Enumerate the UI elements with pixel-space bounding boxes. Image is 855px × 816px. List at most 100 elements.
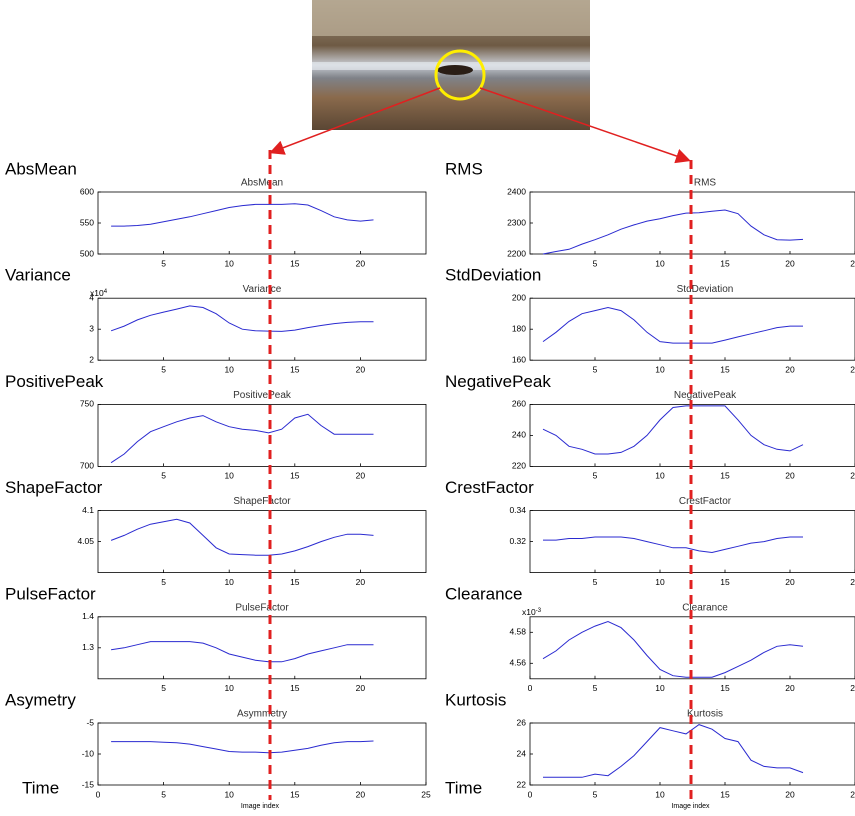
- x-tick-label: 20: [785, 258, 795, 268]
- x-tick-label: 25: [850, 364, 855, 374]
- chart-title: PulseFactor: [235, 602, 289, 613]
- panel-label: PulseFactor: [5, 584, 96, 603]
- y-tick-label: 2400: [507, 186, 526, 196]
- scale-base: x10: [90, 288, 104, 298]
- chart-title: Clearance: [682, 602, 728, 613]
- x-tick-label: 5: [161, 471, 166, 481]
- x-tick-label: 10: [655, 577, 665, 587]
- x-tick-label: 10: [224, 789, 234, 799]
- y-tick-label: 180: [512, 323, 526, 333]
- x-tick-label: 25: [850, 789, 855, 799]
- panel-label: RMS: [445, 159, 483, 178]
- panel-label: Asymetry: [5, 690, 76, 709]
- y-tick-label: 1.3: [82, 642, 94, 652]
- x-tick-label: 5: [161, 577, 166, 587]
- x-tick-label: 25: [850, 577, 855, 587]
- y-tick-label: 220: [512, 461, 526, 471]
- x-tick-label: 15: [290, 471, 300, 481]
- y-tick-label: 2: [89, 354, 94, 364]
- y-tick-label: 4.05: [77, 536, 94, 546]
- x-tick-label: 0: [528, 683, 533, 693]
- series-line: [542, 209, 804, 255]
- plot-frame: [97, 403, 427, 467]
- x-tick-label: 5: [161, 258, 166, 268]
- x-tick-label: 15: [720, 683, 730, 693]
- x-tick-label: 10: [224, 364, 234, 374]
- panel-label: StdDeviation: [445, 266, 541, 285]
- x-tick-label: 25: [850, 258, 855, 268]
- y-tick-label: 260: [512, 399, 526, 409]
- scale-base: x10: [522, 607, 536, 617]
- x-tick-label: 0: [528, 789, 533, 799]
- chart-title: CrestFactor: [679, 496, 732, 507]
- plot-frame: [97, 722, 427, 786]
- panel-label: ShapeFactor: [5, 478, 103, 497]
- y-tick-label: 26: [517, 717, 527, 727]
- x-tick-label: 15: [290, 789, 300, 799]
- x-tick-label: 20: [785, 364, 795, 374]
- series-line: [111, 641, 374, 663]
- x-tick-label: 10: [224, 258, 234, 268]
- x-tick-label: 20: [356, 577, 366, 587]
- y-tick-label: 2300: [507, 217, 526, 227]
- scale-power: -3: [536, 607, 542, 613]
- series-line: [542, 620, 804, 678]
- scale-power: 4: [104, 289, 108, 295]
- panel-label: PositivePeak: [5, 372, 104, 391]
- x-tick-label: 25: [421, 789, 431, 799]
- x-tick-label: 10: [224, 471, 234, 481]
- series-line: [543, 536, 803, 554]
- x-tick-label: 5: [593, 364, 598, 374]
- y-tick-label: -5: [86, 717, 94, 727]
- x-tick-label: 10: [224, 577, 234, 587]
- x-tick-label: 10: [655, 364, 665, 374]
- x-tick-label: 20: [785, 789, 795, 799]
- y-tick-label: 0.34: [509, 505, 526, 515]
- y-tick-label: 4: [89, 292, 94, 302]
- x-tick-label: 15: [290, 577, 300, 587]
- chart-title: Kurtosis: [687, 709, 723, 720]
- time-label: Time: [22, 778, 59, 797]
- x-tick-label: 10: [655, 258, 665, 268]
- chart-title: NegativePeak: [674, 390, 737, 401]
- y-tick-label: 1.4: [82, 611, 94, 621]
- x-tick-label: 25: [850, 471, 855, 481]
- plot-frame: [97, 297, 427, 361]
- x-tick-label: 20: [356, 683, 366, 693]
- plot-frame: [97, 510, 427, 574]
- chart-title: PositivePeak: [233, 390, 292, 401]
- x-tick-label: 20: [356, 258, 366, 268]
- chart-title: Asymmetry: [237, 709, 287, 720]
- y-tick-label: 160: [512, 354, 526, 364]
- y-tick-label: 700: [80, 461, 94, 471]
- annotations: [269, 87, 691, 164]
- scale-label: x10-3: [522, 607, 542, 617]
- y-tick-label: -15: [82, 779, 95, 789]
- x-tick-label: 20: [785, 577, 795, 587]
- y-tick-label: 240: [512, 430, 526, 440]
- chart-title: ShapeFactor: [233, 496, 291, 507]
- panel-label: AbsMean: [5, 159, 77, 178]
- x-tick-label: 5: [161, 789, 166, 799]
- x-tick-label: 15: [290, 258, 300, 268]
- x-tick-label: 10: [655, 683, 665, 693]
- series-line: [111, 203, 374, 227]
- series-line: [542, 306, 803, 344]
- x-axis-label: Image index: [671, 803, 710, 810]
- chart-title: StdDeviation: [677, 284, 734, 295]
- x-tick-label: 15: [720, 471, 730, 481]
- x-tick-label: 5: [161, 364, 166, 374]
- y-tick-label: 500: [80, 248, 94, 258]
- series-line: [542, 405, 804, 455]
- y-tick-label: -10: [82, 748, 95, 758]
- y-tick-label: 0.32: [509, 536, 526, 546]
- x-tick-label: 15: [290, 364, 300, 374]
- weld-photo: [312, 0, 590, 130]
- plot-frame: [97, 616, 427, 680]
- chart-title: RMS: [694, 178, 717, 189]
- x-tick-label: 15: [290, 683, 300, 693]
- y-tick-label: 24: [517, 748, 527, 758]
- x-tick-label: 5: [161, 683, 166, 693]
